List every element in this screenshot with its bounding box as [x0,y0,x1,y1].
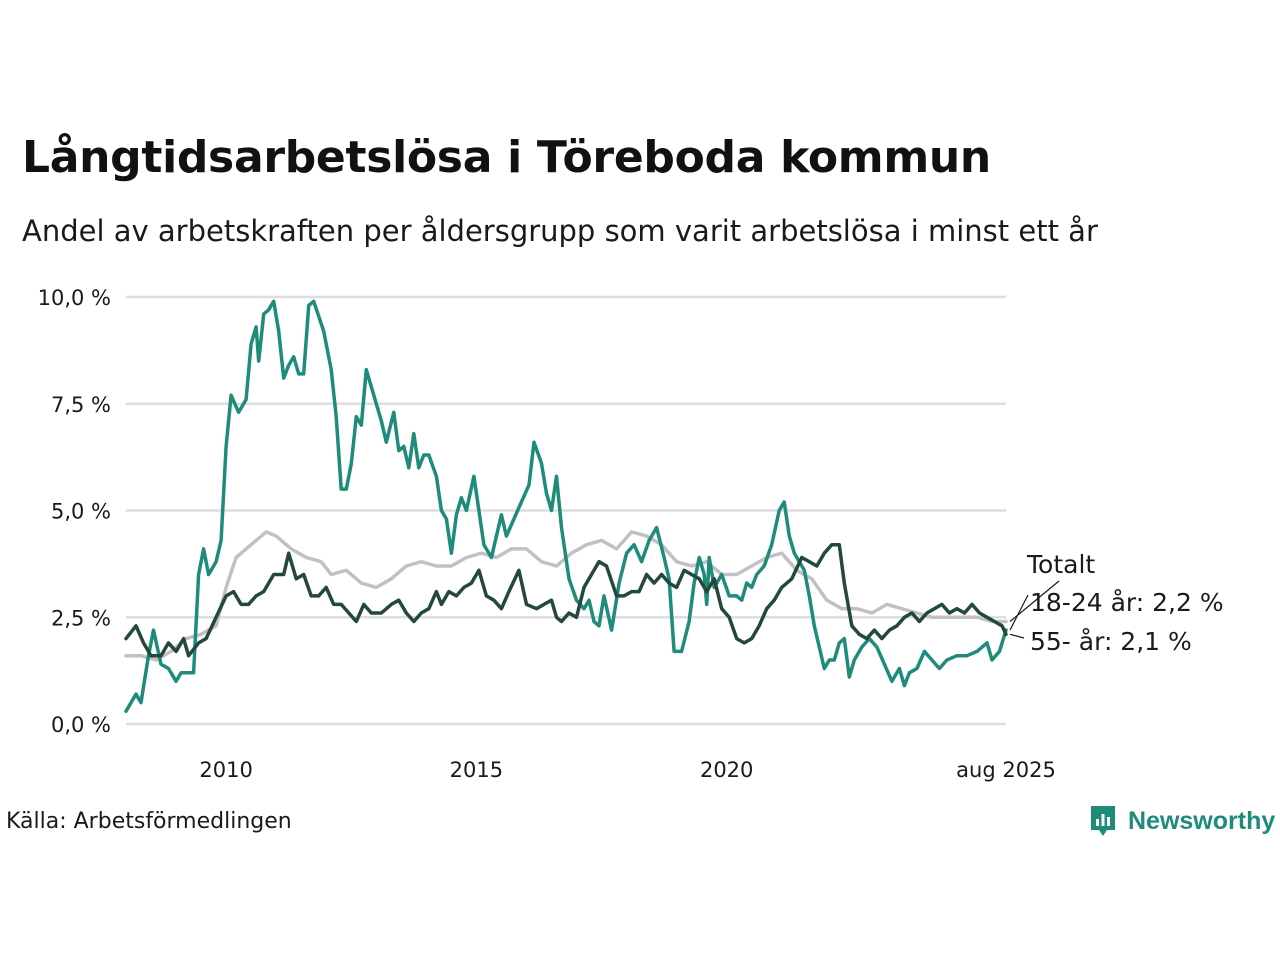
series-lines [124,299,1008,713]
y-tick-label: 0,0 % [51,713,111,737]
grid-lines [126,295,1006,726]
x-tick-label: 2010 [199,758,252,782]
x-tick-label: 2015 [450,758,503,782]
y-tick-label: 5,0 % [51,500,111,524]
y-axis-ticks: 0,0 % 2,5 % 5,0 % 7,5 % 10,0 % [38,286,111,737]
series-line-55-r [124,542,1008,658]
series-line-totalt [124,530,1008,662]
label-leader-18-24-r [1009,594,1029,631]
y-tick-label: 2,5 % [51,606,111,630]
y-tick-label: 10,0 % [38,286,111,310]
series-line-18-24-r [124,299,1008,713]
x-tick-label: 2020 [700,758,753,782]
chart-subtitle: Andel av arbetskraften per åldersgrupp s… [22,214,1098,248]
series-label-totalt: Totalt [1026,550,1095,579]
series-label-18-24-r: 18-24 år: 2,2 % [1030,588,1224,617]
x-tick-label: aug 2025 [956,758,1056,782]
source-note: Källa: Arbetsförmedlingen [6,809,292,834]
series-labels: Totalt 18-24 år: 2,2 % 55- år: 2,1 % [1009,550,1224,656]
x-axis-ticks: 2010 2015 2020 aug 2025 [199,758,1055,782]
series-label-55-r: 55- år: 2,1 % [1030,627,1192,656]
label-leader-55-r [1009,633,1025,639]
brand-name: Newsworthy [1128,806,1276,835]
y-tick-label: 7,5 % [51,393,111,417]
newsworthy-logo-icon [1091,806,1115,836]
chart-title: Långtidsarbetslösa i Töreboda kommun [22,132,991,183]
newsworthy-logo[interactable]: Newsworthy [1088,803,1275,839]
